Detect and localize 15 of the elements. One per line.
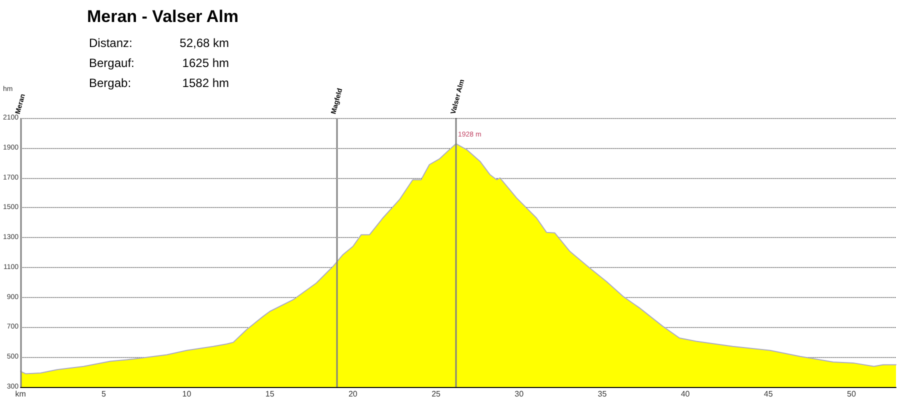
chart-title: Meran - Valser Alm (87, 7, 238, 26)
x-tick-label: 10 (182, 390, 192, 398)
x-tick-label: 20 (348, 390, 358, 398)
x-tick-label: km (15, 390, 26, 398)
x-tick-label: 15 (265, 390, 275, 398)
x-tick-label: 50 (847, 390, 856, 398)
x-tick-label: 40 (680, 390, 690, 398)
x-tick-label: 45 (764, 390, 774, 398)
x-tick-label: 35 (598, 390, 608, 398)
x-tick-label: 5 (101, 390, 106, 398)
text: Distanz: 52,68 km (89, 36, 229, 50)
x-tick-label: 30 (514, 390, 524, 398)
text: Bergauf: 1625 hm (89, 56, 230, 70)
x-tick-label: 25 (432, 390, 442, 398)
text: Bergab: 1582 hm (89, 76, 230, 90)
